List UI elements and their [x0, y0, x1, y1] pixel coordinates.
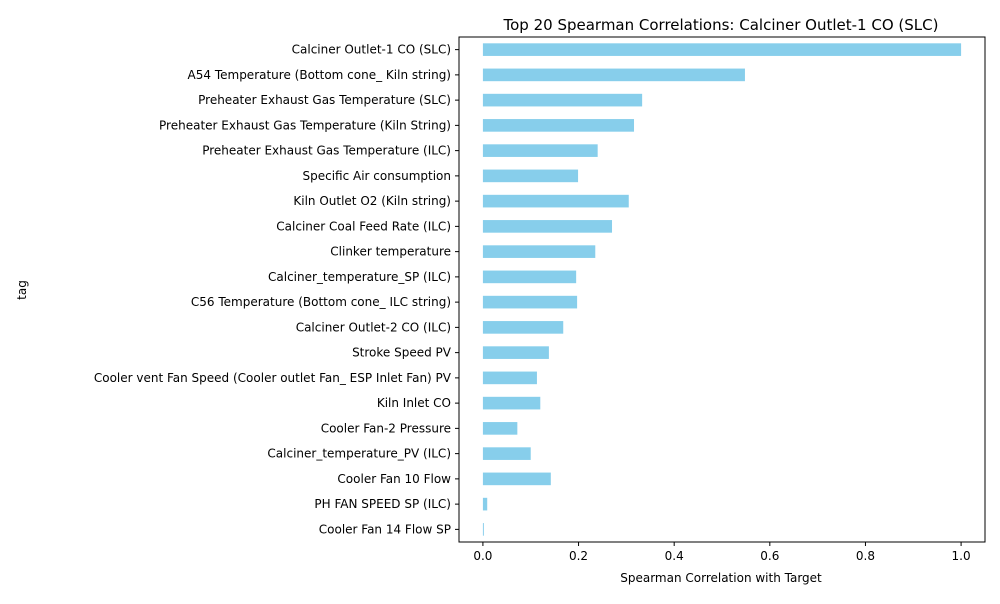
bar	[482, 194, 629, 208]
y-tick-label: PH FAN SPEED SP (ILC)	[314, 497, 451, 511]
bar	[482, 68, 745, 82]
bar	[482, 371, 537, 385]
bar	[482, 43, 962, 56]
bar	[482, 321, 564, 334]
x-axis: 0.0 0.2 0.4 0.6 0.8 1.0	[473, 542, 971, 563]
bar	[482, 220, 613, 233]
y-tick-label: Preheater Exhaust Gas Temperature (Kiln …	[159, 118, 451, 132]
bar	[482, 523, 484, 536]
x-tick-label: 0.0	[473, 549, 492, 563]
bar	[482, 144, 598, 157]
bar	[482, 270, 577, 284]
y-tick-label: Calciner Outlet-1 CO (SLC)	[292, 43, 451, 57]
y-tick-label: Calciner Coal Feed Rate (ILC)	[276, 219, 451, 233]
x-tick-label: 0.2	[569, 549, 588, 563]
bar	[482, 119, 635, 132]
bars-group	[482, 43, 962, 536]
x-tick-label: 0.8	[856, 549, 875, 563]
bar	[482, 396, 541, 410]
y-tick-label: Calciner_temperature_PV (ILC)	[267, 447, 451, 461]
y-tick-label: Stroke Speed PV	[352, 346, 452, 360]
chart-title: Top 20 Spearman Correlations: Calciner O…	[503, 16, 939, 34]
bar	[482, 497, 488, 511]
y-tick-label: Cooler vent Fan Speed (Cooler outlet Fan…	[94, 371, 452, 385]
x-tick-label: 0.4	[665, 549, 684, 563]
y-axis-label: tag	[15, 280, 29, 300]
y-tick-label: Preheater Exhaust Gas Temperature (ILC)	[202, 144, 451, 158]
y-tick-label: Cooler Fan 14 Flow SP	[319, 522, 451, 536]
bar	[482, 472, 551, 486]
y-tick-label: Specific Air consumption	[302, 169, 451, 183]
x-tick-label: 0.6	[760, 549, 779, 563]
plot-frame	[458, 36, 986, 543]
y-axis: Calciner Outlet-1 CO (SLC) A54 Temperatur…	[94, 43, 459, 536]
bar	[482, 169, 579, 183]
bar	[482, 245, 596, 258]
y-tick-label: Calciner Outlet-2 CO (ILC)	[296, 320, 451, 334]
y-tick-label: Kiln Outlet O2 (Kiln string)	[293, 194, 451, 208]
y-tick-label: Cooler Fan-2 Pressure	[321, 421, 451, 435]
y-tick-label: Cooler Fan 10 Flow	[337, 472, 451, 486]
x-axis-label: Spearman Correlation with Target	[620, 571, 822, 585]
bar	[482, 346, 549, 359]
y-tick-label: A54 Temperature (Bottom cone_ Kiln strin…	[188, 68, 451, 82]
y-tick-label: Calciner_temperature_SP (ILC)	[268, 270, 451, 284]
bar	[482, 295, 578, 309]
x-tick-label: 1.0	[952, 549, 971, 563]
y-tick-label: Kiln Inlet CO	[377, 396, 451, 410]
y-tick-label: Clinker temperature	[330, 245, 451, 259]
y-tick-label: Preheater Exhaust Gas Temperature (SLC)	[198, 93, 451, 107]
bar	[482, 447, 531, 460]
y-tick-label: C56 Temperature (Bottom cone_ ILC string…	[191, 295, 451, 309]
bar	[482, 93, 643, 107]
bar	[482, 422, 518, 435]
